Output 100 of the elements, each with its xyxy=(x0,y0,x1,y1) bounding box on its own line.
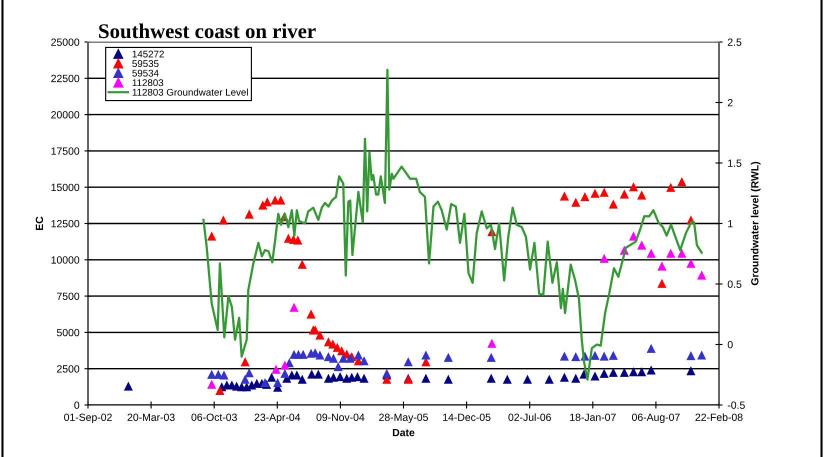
y2-tick-label: 0.5 xyxy=(728,280,742,288)
point xyxy=(338,354,348,363)
x-tick-label: 02-Jul-06 xyxy=(508,413,551,421)
y-axis-title: EC xyxy=(36,216,44,230)
point xyxy=(315,330,324,340)
point xyxy=(298,350,308,359)
point xyxy=(487,338,496,348)
point xyxy=(314,370,323,379)
y-tick-label: 12500 xyxy=(52,220,80,228)
x-tick-label: 06-Aug-07 xyxy=(632,414,680,424)
legend-label: 59534 xyxy=(132,70,159,77)
legend-label: 145272 xyxy=(132,50,164,58)
point xyxy=(608,200,618,209)
point xyxy=(421,350,430,360)
point xyxy=(360,356,369,366)
point xyxy=(677,248,686,258)
point xyxy=(590,188,600,198)
y2-tick-label: 2.5 xyxy=(728,38,742,46)
point xyxy=(486,374,496,383)
point xyxy=(258,200,268,210)
y2-tick-label: 0 xyxy=(728,341,733,348)
point xyxy=(608,368,618,377)
point xyxy=(244,368,254,378)
x-tick-label: 14-Dec-05 xyxy=(443,414,490,421)
point xyxy=(240,357,250,366)
y-tick-label: 22500 xyxy=(51,74,80,82)
point xyxy=(629,182,638,192)
x-tick-label: 20-Mar-03 xyxy=(128,414,175,421)
point xyxy=(560,372,569,382)
point xyxy=(486,352,496,362)
point xyxy=(666,248,676,258)
point xyxy=(697,270,706,280)
point xyxy=(290,302,299,312)
point xyxy=(328,354,338,363)
point xyxy=(646,344,656,353)
point xyxy=(544,374,554,384)
point xyxy=(620,190,629,199)
point xyxy=(267,372,276,382)
point xyxy=(600,352,609,361)
x-tick-label: 18-Jan-07 xyxy=(570,414,616,421)
point xyxy=(560,352,569,361)
point xyxy=(637,240,646,250)
point xyxy=(404,357,413,366)
point xyxy=(608,350,618,360)
x-tick-label: 09-Nov-04 xyxy=(316,414,364,421)
point xyxy=(666,182,676,192)
point xyxy=(280,360,290,370)
point xyxy=(686,366,696,376)
y2-tick-label: 2 xyxy=(728,99,733,106)
point xyxy=(620,368,629,377)
y2-tick-label: 1.5 xyxy=(728,160,742,167)
x-axis-title: Date xyxy=(392,428,414,436)
x-tick-label: 06-Oct-03 xyxy=(191,414,237,421)
y-tick-label: 10000 xyxy=(52,256,80,264)
point xyxy=(600,188,609,197)
y-tick-label: 2500 xyxy=(57,365,80,373)
x-tick-label: 23-Apr-04 xyxy=(254,414,300,424)
point xyxy=(590,350,600,360)
x-tick-label: 22-Feb-08 xyxy=(695,413,743,421)
y-tick-label: 17500 xyxy=(52,147,80,155)
point xyxy=(244,210,254,219)
x-tick-label: 01-Sep-02 xyxy=(64,414,112,424)
point xyxy=(315,350,324,360)
point xyxy=(298,260,307,269)
point xyxy=(657,278,666,288)
point xyxy=(307,370,316,379)
legend-label: 112803 Groundwater Level xyxy=(132,88,248,96)
point xyxy=(600,254,609,263)
y2-tick-label: -0.5 xyxy=(728,402,745,409)
y2-axis-title: Groundwater level (RWL) xyxy=(750,162,761,286)
point xyxy=(207,231,216,240)
point xyxy=(444,374,453,384)
legend-label: 112803 xyxy=(132,79,164,86)
point xyxy=(686,258,696,268)
point xyxy=(298,374,307,384)
point xyxy=(646,366,656,375)
point xyxy=(293,236,302,245)
point xyxy=(697,350,706,360)
point xyxy=(637,367,646,376)
point xyxy=(215,386,224,395)
y-tick-label: 20000 xyxy=(51,111,80,118)
y-tick-label: 25000 xyxy=(51,38,80,46)
point xyxy=(219,370,228,380)
point xyxy=(336,372,345,382)
point xyxy=(571,198,580,207)
point xyxy=(600,368,609,378)
y-tick-label: 5000 xyxy=(56,328,80,336)
point xyxy=(240,374,250,384)
point xyxy=(421,374,430,383)
point xyxy=(360,374,369,383)
y2-tick-label: 1 xyxy=(728,220,733,228)
point xyxy=(306,309,316,318)
point xyxy=(686,351,696,360)
point xyxy=(637,190,646,200)
point xyxy=(207,370,216,379)
y-tick-label: 7500 xyxy=(57,292,80,300)
point xyxy=(590,371,600,380)
point xyxy=(646,248,656,258)
point xyxy=(677,177,686,186)
point xyxy=(354,350,363,360)
